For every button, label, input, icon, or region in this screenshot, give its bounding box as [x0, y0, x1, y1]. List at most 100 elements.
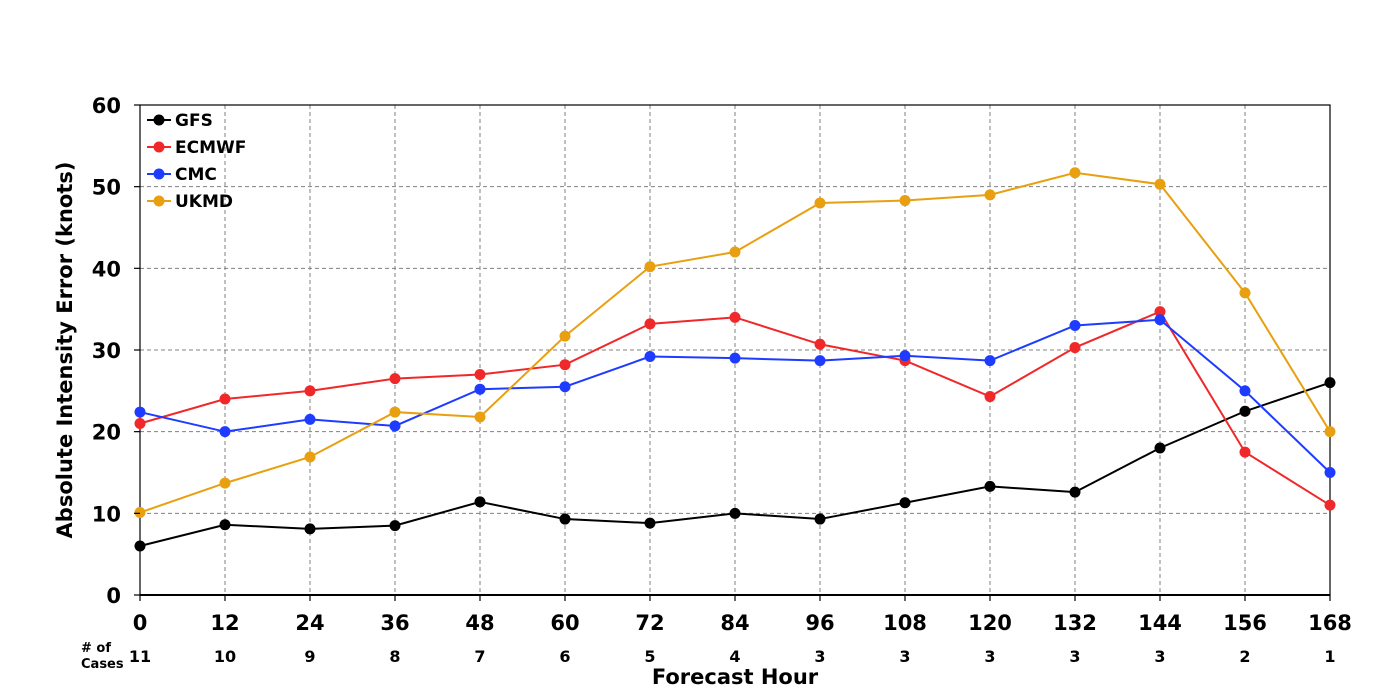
x-tick-label: 144 — [1138, 611, 1182, 635]
case-count-label: 8 — [389, 647, 400, 666]
data-point-cmc — [389, 420, 401, 432]
case-count-label: 2 — [1239, 647, 1250, 666]
data-point-ukmd — [1239, 287, 1251, 299]
data-point-ecmwf — [1154, 306, 1166, 318]
x-tick-label: 96 — [805, 611, 834, 635]
data-point-ecmwf — [559, 359, 571, 371]
y-tick-label: 30 — [92, 339, 121, 363]
data-point-ecmwf — [219, 393, 231, 405]
data-point-cmc — [1154, 314, 1166, 326]
data-point-gfs — [1069, 486, 1081, 498]
data-point-ecmwf — [389, 373, 401, 385]
data-point-gfs — [984, 480, 996, 492]
data-point-ukmd — [814, 197, 826, 209]
data-point-ecmwf — [1069, 342, 1081, 354]
case-count-label: 3 — [1154, 647, 1165, 666]
data-point-gfs — [1324, 377, 1336, 389]
data-point-gfs — [814, 513, 826, 525]
x-tick-label: 84 — [720, 611, 749, 635]
x-tick-label: 48 — [465, 611, 494, 635]
data-point-ecmwf — [1239, 446, 1251, 458]
data-point-gfs — [644, 517, 656, 529]
legend-entry-ecmwf: ECMWF — [147, 138, 246, 158]
x-tick-label: 132 — [1053, 611, 1097, 635]
case-count-label: 6 — [559, 647, 570, 666]
series-line-ukmd — [139, 171, 1331, 514]
data-point-cmc — [474, 383, 486, 395]
axes: 0111210249368487606725844963108312031323… — [92, 94, 1352, 666]
x-tick-label: 24 — [295, 611, 324, 635]
data-point-ukmd — [134, 507, 146, 519]
data-point-cmc — [219, 426, 231, 438]
x-tick-label: 12 — [210, 611, 239, 635]
grid — [140, 105, 1330, 595]
legend-label-ukmd: UKMD — [175, 192, 233, 212]
data-point-cmc — [814, 355, 826, 367]
data-point-cmc — [1239, 385, 1251, 397]
data-point-gfs — [474, 496, 486, 508]
case-count-label: 9 — [304, 647, 315, 666]
x-tick-label: 168 — [1308, 611, 1352, 635]
y-tick-label: 10 — [92, 502, 121, 526]
x-tick-label: 120 — [968, 611, 1012, 635]
legend-marker-ecmwf — [153, 141, 165, 153]
legend-label-ecmwf: ECMWF — [175, 138, 246, 158]
data-point-cmc — [134, 406, 146, 418]
data-point-ecmwf — [814, 338, 826, 350]
data-point-ukmd — [644, 261, 656, 273]
data-point-gfs — [389, 520, 401, 532]
data-point-ecmwf — [729, 311, 741, 323]
y-axis-title: Absolute Intensity Error (knots) — [53, 162, 77, 539]
data-point-gfs — [729, 507, 741, 519]
x-tick-label: 156 — [1223, 611, 1267, 635]
data-point-gfs — [1154, 442, 1166, 454]
legend-entry-ukmd: UKMD — [147, 192, 233, 212]
data-point-gfs — [559, 513, 571, 525]
y-tick-label: 40 — [92, 257, 121, 281]
data-point-ukmd — [899, 195, 911, 207]
y-tick-label: 0 — [106, 584, 121, 608]
x-tick-label: 0 — [133, 611, 148, 635]
case-count-label: 4 — [729, 647, 740, 666]
data-point-ukmd — [474, 411, 486, 423]
data-point-gfs — [219, 519, 231, 531]
legend-entry-gfs: GFS — [147, 111, 213, 131]
data-point-gfs — [899, 497, 911, 509]
series-ukmd — [134, 167, 1336, 519]
case-count-label: 3 — [1069, 647, 1080, 666]
data-point-gfs — [304, 523, 316, 535]
data-point-ukmd — [984, 189, 996, 201]
data-point-gfs — [134, 540, 146, 552]
legend-marker-cmc — [153, 168, 165, 180]
case-count-label: 3 — [814, 647, 825, 666]
data-point-cmc — [559, 381, 571, 393]
data-point-ecmwf — [304, 385, 316, 397]
legend-label-cmc: CMC — [175, 165, 217, 185]
legend-entry-cmc: CMC — [147, 165, 217, 185]
data-point-ukmd — [1154, 178, 1166, 190]
data-point-ukmd — [559, 330, 571, 342]
data-point-cmc — [984, 355, 996, 367]
x-tick-label: 72 — [635, 611, 664, 635]
case-count-label: 7 — [474, 647, 485, 666]
data-point-ukmd — [304, 451, 316, 463]
legend-label-gfs: GFS — [175, 111, 213, 131]
data-point-gfs — [1239, 405, 1251, 417]
data-point-cmc — [304, 413, 316, 425]
data-point-ukmd — [729, 246, 741, 258]
data-point-ecmwf — [644, 318, 656, 330]
data-point-ecmwf — [474, 369, 486, 380]
case-count-label: 3 — [984, 647, 995, 666]
data-point-ukmd — [1069, 167, 1081, 179]
case-count-label: 3 — [899, 647, 910, 666]
legend: GFS ECMWF CMC UKMD — [147, 111, 246, 212]
y-tick-label: 50 — [92, 176, 121, 200]
series-gfs — [134, 377, 1336, 552]
legend-marker-gfs — [153, 114, 165, 126]
data-point-cmc — [729, 352, 741, 364]
cases-header-line-2: Cases — [81, 657, 124, 672]
x-tick-label: 36 — [380, 611, 409, 635]
data-point-cmc — [1324, 467, 1336, 478]
data-point-ukmd — [1324, 426, 1336, 438]
